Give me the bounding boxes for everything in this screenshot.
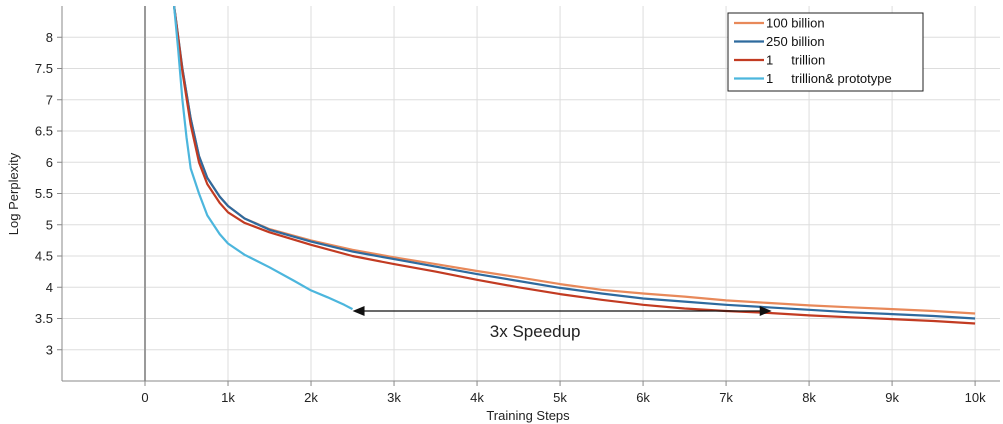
legend-label: 1 trillion& prototype <box>766 71 892 86</box>
x-tick-label: 3k <box>387 390 401 405</box>
x-tick-label: 8k <box>802 390 816 405</box>
series-lines <box>173 6 976 325</box>
legend-box <box>727 12 924 92</box>
y-tick-label: 8 <box>46 30 53 45</box>
y-tick-label: 6 <box>46 155 53 170</box>
y-tick-label: 5 <box>46 217 53 232</box>
y-tick-label: 6.5 <box>35 124 53 139</box>
legend-label: 100 billion <box>766 16 825 31</box>
legend-label: 1 trillion <box>766 53 825 68</box>
y-axis-label: Log Perplexity <box>6 152 21 235</box>
x-tick-label: 7k <box>719 390 733 405</box>
legend: 100 billion 250 billion 1 trillion 1 trilli… <box>727 12 924 92</box>
annotation: 3x Speedup <box>352 306 772 341</box>
x-tick-label: 0 <box>141 390 148 405</box>
axes: 3 3.5 4 4.5 5 5.5 6 6.5 7 7.5 8 0 1k 2k 3k 4k 5k 6k 7k 8k 9k… <box>35 6 1000 405</box>
y-tick-label: 4.5 <box>35 249 53 264</box>
speedup-annotation: 3x Speedup <box>490 322 581 341</box>
x-tick-label: 2k <box>304 390 318 405</box>
x-tick-label: 10k <box>965 390 986 405</box>
series-line-3 <box>173 6 976 325</box>
series-line-4 <box>173 6 354 311</box>
y-tick-label: 4 <box>46 280 53 295</box>
y-tick-label: 7 <box>46 92 53 107</box>
y-tick-label: 7.5 <box>35 61 53 76</box>
y-tick-label: 3.5 <box>35 311 53 326</box>
series-line-2 <box>173 6 976 320</box>
x-tick-label: 5k <box>553 390 567 405</box>
x-tick-label: 4k <box>470 390 484 405</box>
x-tick-label: 6k <box>636 390 650 405</box>
x-axis-label: Training Steps <box>486 408 570 423</box>
speedup-arrowhead-left <box>352 306 365 316</box>
y-tick-label: 3 <box>46 342 53 357</box>
y-tick-label: 5.5 <box>35 186 53 201</box>
x-tick-label: 9k <box>885 390 899 405</box>
x-tick-label: 1k <box>221 390 235 405</box>
legend-label: 250 billion <box>766 34 825 49</box>
speedup-arrowhead-right <box>759 306 772 316</box>
